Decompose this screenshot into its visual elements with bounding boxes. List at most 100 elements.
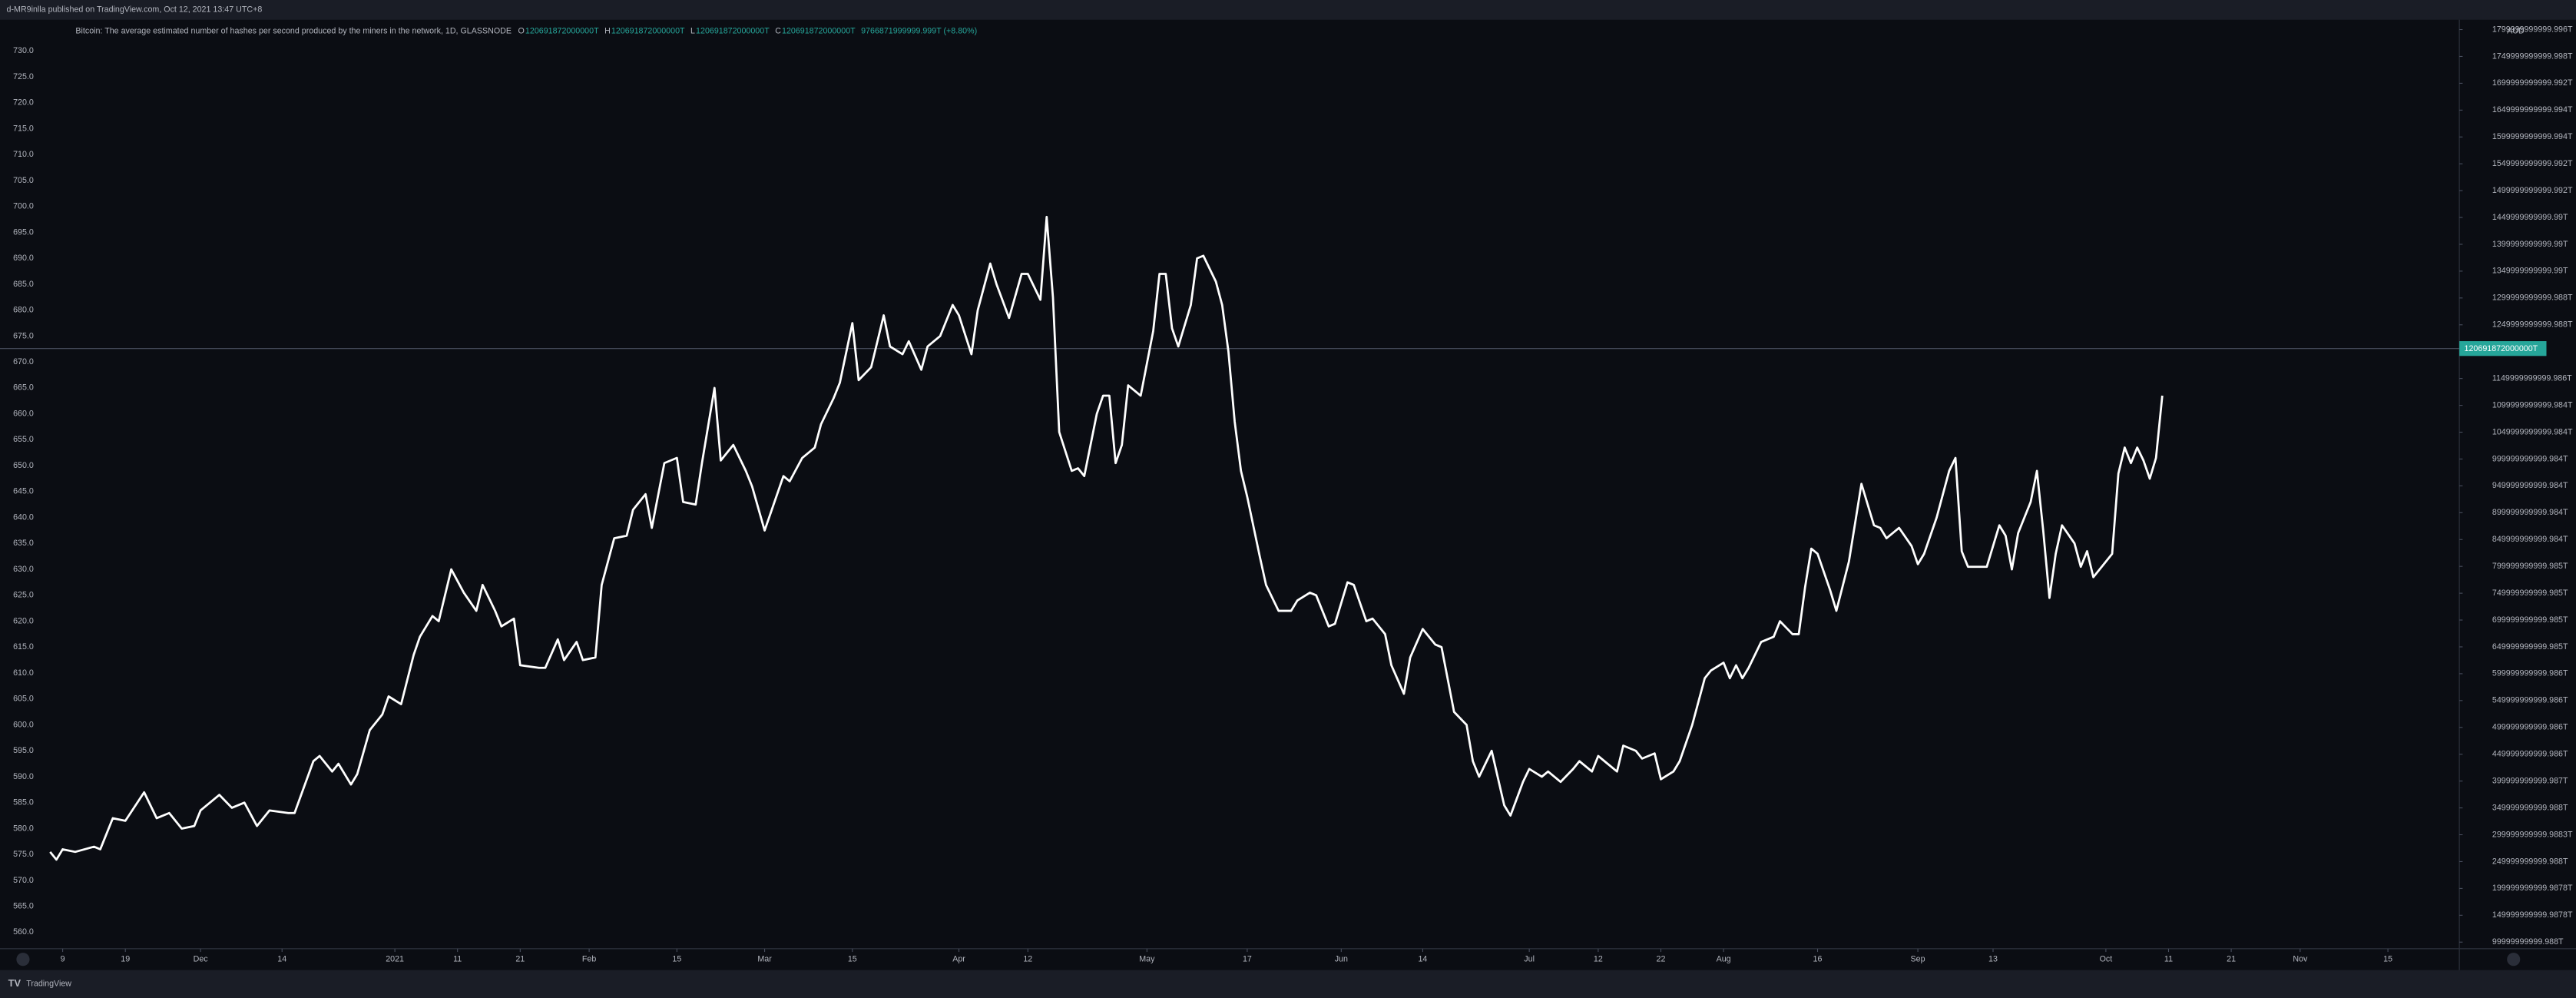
- y2-tick-label: 1249999999999.988T: [2492, 320, 2573, 330]
- y2-tick-label: 799999999999.985T: [2492, 562, 2568, 571]
- y-tick-label: 595.0: [13, 746, 34, 755]
- y2-tick-label: 899999999999.984T: [2492, 508, 2568, 517]
- bottom-bar: [0, 970, 2576, 998]
- x-tick-label: 14: [1418, 955, 1427, 964]
- y-tick-label: 685.0: [13, 280, 34, 289]
- y-tick-label: 590.0: [13, 772, 34, 781]
- ohlc-key: H: [604, 26, 611, 35]
- y2-tick-label: 249999999999.988T: [2492, 857, 2568, 866]
- y2-tick-label: 449999999999.986T: [2492, 750, 2568, 759]
- ohlc-key: O: [518, 26, 525, 35]
- y-tick-label: 660.0: [13, 409, 34, 418]
- x-tick-label: 12: [1594, 955, 1603, 964]
- x-tick-label: Jul: [1524, 955, 1535, 964]
- x-tick-label: 2021: [386, 955, 404, 964]
- auto-scale-button[interactable]: [2507, 953, 2521, 967]
- y-tick-label: 720.0: [13, 98, 34, 108]
- y-tick-label: 680.0: [13, 306, 34, 315]
- y2-tick-label: 149999999999.9878T: [2492, 910, 2573, 920]
- y-tick-label: 655.0: [13, 435, 34, 444]
- y2-tick-label: 1499999999999.992T: [2492, 186, 2573, 195]
- y2-tick-label: 499999999999.986T: [2492, 723, 2568, 732]
- x-tick-label: 21: [515, 955, 525, 964]
- y-tick-label: 585.0: [13, 798, 34, 807]
- y-tick-label: 695.0: [13, 227, 34, 237]
- logo-mark: TV: [8, 977, 22, 989]
- y2-tick-label: 1299999999999.988T: [2492, 293, 2573, 303]
- x-tick-label: 14: [277, 955, 286, 964]
- ohlc-key: C: [775, 26, 781, 35]
- x-tick-label: 15: [2383, 955, 2392, 964]
- published-note: d-MR9inlla published on TradingView.com,…: [7, 5, 263, 15]
- line-series: [49, 215, 2164, 861]
- y2-tick-label: 1799999999999.996T: [2492, 25, 2573, 34]
- y2-tick-label: 649999999999.985T: [2492, 642, 2568, 652]
- y-tick-label: 615.0: [13, 642, 34, 652]
- x-tick-label: Apr: [952, 955, 965, 964]
- x-tick-label: 19: [121, 955, 130, 964]
- last-value-label: 120691872000000T: [2465, 344, 2538, 353]
- x-tick-label: Oct: [2100, 955, 2113, 964]
- x-tick-label: Aug: [1717, 955, 1731, 964]
- y2-tick-label: 199999999999.9878T: [2492, 884, 2573, 893]
- y-tick-label: 630.0: [13, 565, 34, 574]
- top-bar: [0, 0, 2576, 20]
- y-tick-label: 665.0: [13, 383, 34, 393]
- ohlc-key: L: [690, 26, 695, 35]
- x-tick-label: May: [1139, 955, 1155, 964]
- y2-tick-label: 599999999999.986T: [2492, 669, 2568, 678]
- x-tick-label: Sep: [1911, 955, 1925, 964]
- currency-label: AUD: [2507, 26, 2525, 35]
- y-tick-label: 715.0: [13, 124, 34, 133]
- y2-tick-label: 1099999999999.984T: [2492, 400, 2573, 409]
- y2-tick-label: 1549999999999.992T: [2492, 159, 2573, 168]
- y2-tick-label: 999999999999.984T: [2492, 454, 2568, 463]
- y2-tick-label: 1399999999999.99T: [2492, 240, 2568, 249]
- y-tick-label: 670.0: [13, 357, 34, 366]
- y2-tick-label: 699999999999.985T: [2492, 615, 2568, 625]
- y2-tick-label: 1749999999999.998T: [2492, 51, 2573, 61]
- x-tick-label: Mar: [757, 955, 772, 964]
- x-tick-label: 16: [1813, 955, 1823, 964]
- legend: Bitcoin: The average estimated number of…: [75, 26, 977, 35]
- ohlc-value: 120691872000000T: [525, 26, 599, 35]
- y2-tick-label: 849999999999.984T: [2492, 535, 2568, 544]
- y2-tick-label: 1449999999999.99T: [2492, 213, 2568, 222]
- y-tick-label: 635.0: [13, 539, 34, 548]
- y2-tick-label: 1599999999999.994T: [2492, 132, 2573, 141]
- y-tick-label: 690.0: [13, 254, 34, 263]
- y-tick-label: 625.0: [13, 591, 34, 600]
- y2-tick-label: 1049999999999.984T: [2492, 427, 2573, 436]
- ohlc-value: 120691872000000T: [696, 26, 770, 35]
- y-tick-label: 575.0: [13, 850, 34, 859]
- x-tick-label: Feb: [582, 955, 596, 964]
- x-tick-label: 21: [2227, 955, 2236, 964]
- y2-tick-label: 399999999999.987T: [2492, 776, 2568, 785]
- legend-change: 9766871999999.999T (+8.80%): [861, 26, 977, 35]
- ohlc-value: 120691872000000T: [611, 26, 685, 35]
- y-tick-label: 645.0: [13, 487, 34, 496]
- x-tick-label: 9: [61, 955, 65, 964]
- x-tick-label: Dec: [194, 955, 209, 964]
- scroll-button[interactable]: [16, 953, 30, 967]
- y-tick-label: 710.0: [13, 150, 34, 159]
- y-tick-label: 610.0: [13, 668, 34, 678]
- y-tick-label: 570.0: [13, 876, 34, 885]
- x-tick-label: 11: [453, 955, 462, 964]
- x-tick-label: 15: [848, 955, 857, 964]
- x-tick-label: 17: [1243, 955, 1252, 964]
- x-tick-label: 22: [1657, 955, 1666, 964]
- y2-tick-label: 1349999999999.99T: [2492, 267, 2568, 276]
- y2-tick-label: 949999999999.984T: [2492, 481, 2568, 490]
- y-tick-label: 725.0: [13, 72, 34, 81]
- y2-tick-label: 549999999999.986T: [2492, 696, 2568, 705]
- x-tick-label: 12: [1023, 955, 1032, 964]
- y2-tick-label: 99999999999.988T: [2492, 937, 2564, 947]
- last-value-tag: [2459, 341, 2547, 356]
- y-tick-label: 730.0: [13, 46, 34, 55]
- x-tick-label: Jun: [1335, 955, 1348, 964]
- y-tick-label: 605.0: [13, 695, 34, 704]
